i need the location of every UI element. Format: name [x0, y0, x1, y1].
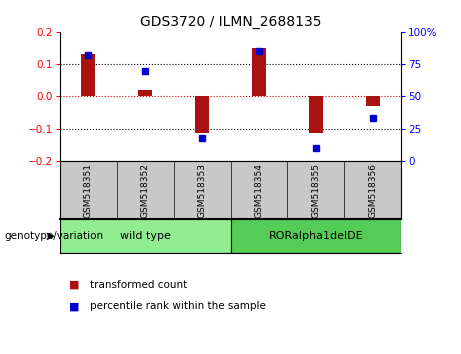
Bar: [366, 96, 380, 106]
Text: percentile rank within the sample: percentile rank within the sample: [90, 301, 266, 311]
Text: transformed count: transformed count: [90, 280, 187, 290]
Text: GSM518351: GSM518351: [84, 163, 93, 218]
Text: GSM518355: GSM518355: [311, 163, 320, 218]
Text: ■: ■: [69, 280, 80, 290]
Text: GSM518352: GSM518352: [141, 163, 150, 218]
Bar: [252, 48, 266, 96]
Bar: [230, 219, 401, 253]
Bar: [138, 90, 152, 96]
Text: RORalpha1delDE: RORalpha1delDE: [268, 231, 363, 241]
Text: genotype/variation: genotype/variation: [5, 231, 104, 241]
Text: GSM518354: GSM518354: [254, 163, 263, 218]
Bar: [309, 96, 323, 133]
Bar: [81, 55, 95, 96]
Bar: [60, 219, 230, 253]
Text: GSM518353: GSM518353: [198, 163, 207, 218]
Text: GSM518356: GSM518356: [368, 163, 377, 218]
Text: ■: ■: [69, 301, 80, 311]
Text: wild type: wild type: [120, 231, 171, 241]
Title: GDS3720 / ILMN_2688135: GDS3720 / ILMN_2688135: [140, 16, 321, 29]
Bar: [195, 96, 209, 133]
